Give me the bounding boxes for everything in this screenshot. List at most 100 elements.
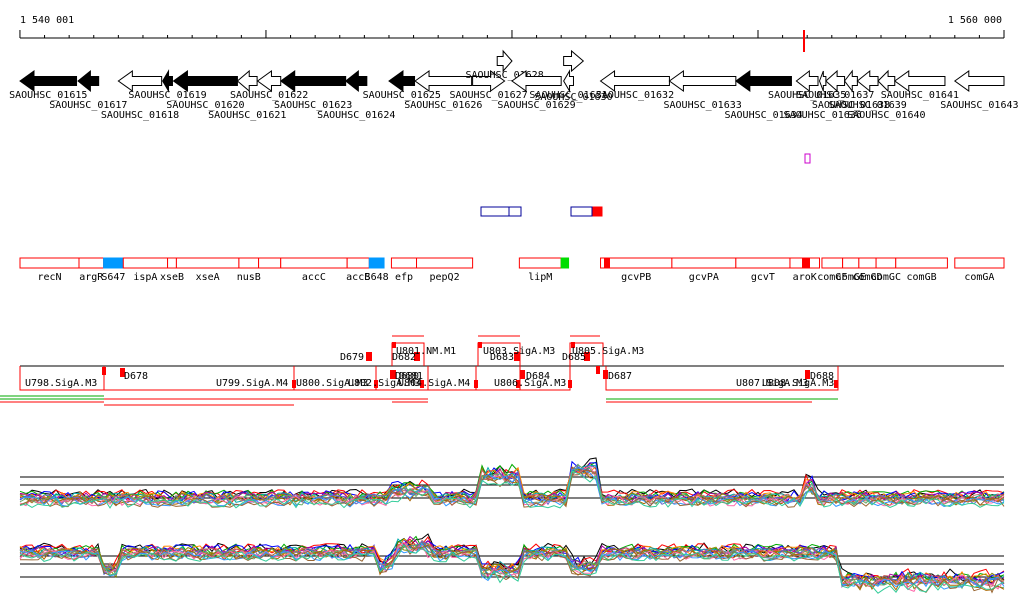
gene-arrow[interactable]	[893, 70, 946, 92]
annotation-box[interactable]	[735, 257, 791, 269]
gene-label: SAOUHSC_01643	[940, 100, 1018, 111]
annotation-label: gcvPB	[621, 272, 651, 283]
annotation-box[interactable]	[600, 257, 673, 269]
gene-arrow[interactable]	[77, 69, 100, 93]
annotation-box[interactable]	[167, 257, 177, 269]
gene-arrow[interactable]	[877, 69, 896, 93]
gene-label: SAOUHSC_01634	[725, 110, 803, 121]
feature-box-filled[interactable]	[592, 206, 603, 217]
annotation-box[interactable]	[416, 257, 474, 269]
expression-trace	[19, 461, 1005, 501]
annotation-label: comGB	[907, 272, 937, 283]
annotation-box[interactable]	[560, 257, 570, 269]
gene-arrow[interactable]	[668, 70, 737, 92]
annotation-box[interactable]	[258, 257, 282, 269]
gene-label: SAOUHSC_01632	[596, 90, 674, 101]
annotation-box[interactable]	[954, 257, 1005, 269]
gene-arrow[interactable]	[256, 70, 282, 92]
gene-arrow[interactable]	[843, 69, 858, 93]
gene-label: SAOUHSC_01624	[317, 110, 395, 121]
annotation-box[interactable]	[842, 257, 860, 269]
ruler-start-label: 1 540 001	[20, 15, 74, 26]
annotation-box[interactable]	[122, 257, 169, 269]
gene-arrow[interactable]	[818, 70, 827, 92]
gene-arrow[interactable]	[172, 70, 238, 92]
magenta-marker	[804, 153, 811, 164]
annotation-label: gcvPA	[689, 272, 719, 283]
annotation-box[interactable]	[103, 257, 124, 269]
annotation-box[interactable]	[390, 257, 418, 269]
tu-labels: U801.NM.M1 U803.SigA.M3 U805.SigA.M3 D679 D6…	[25, 346, 834, 389]
tu-label: D684	[526, 371, 550, 382]
gene-arrow[interactable]	[563, 49, 585, 73]
gene-label: SAOUHSC_01623	[274, 100, 352, 111]
annotation-label: pepQ2	[430, 272, 460, 283]
annotation-box[interactable]	[78, 257, 105, 269]
tu-label: D680	[395, 371, 419, 382]
gene-label: SAOUHSC_01617	[49, 100, 127, 111]
gene-arrow[interactable]	[472, 70, 506, 92]
annotation-box[interactable]	[346, 257, 370, 269]
coordinate-ruler: 1 540 001 1 560 000	[19, 15, 1005, 52]
gene-arrow[interactable]	[511, 70, 562, 92]
gene-label: SAOUHSC_01626	[404, 100, 482, 111]
tu-label: U800.SigA.M3	[296, 378, 368, 389]
annotation-box[interactable]	[19, 257, 80, 269]
tu-label: U808.SigA.M3	[762, 378, 834, 389]
tu-label: D683	[490, 352, 514, 363]
expression-trace	[19, 467, 1005, 503]
gene-arrow[interactable]	[563, 69, 574, 93]
gene-arrow[interactable]	[388, 70, 416, 92]
tu-label: D688	[810, 371, 834, 382]
annotation-box[interactable]	[895, 257, 948, 269]
annotation-label: efp	[395, 272, 413, 283]
tu-up-brackets	[391, 335, 604, 366]
gene-arrow[interactable]	[117, 70, 163, 92]
gene-arrow[interactable]	[162, 69, 173, 93]
expression-trace	[19, 470, 1005, 509]
gene-label: SAOUHSC_01636	[784, 110, 862, 121]
tu-label: U798.SigA.M3	[25, 378, 97, 389]
annotation-label: recN	[37, 272, 61, 283]
gene-arrow[interactable]	[599, 70, 670, 92]
gene-arrow[interactable]	[344, 69, 368, 93]
gene-arrow[interactable]	[856, 69, 879, 93]
annotation-box[interactable]	[238, 257, 260, 269]
tu-label: D685	[562, 352, 586, 363]
annotation-box[interactable]	[280, 257, 348, 269]
gene-arrow[interactable]	[825, 69, 846, 93]
gene-label: SAOUHSC_01633	[663, 100, 741, 111]
annotation-box[interactable]	[875, 257, 897, 269]
gene-arrow[interactable]	[734, 70, 792, 92]
gene-arrow[interactable]	[414, 70, 473, 92]
feature-box[interactable]	[570, 206, 593, 217]
annotation-box[interactable]	[368, 257, 385, 269]
tu-label: U803.SigA.M3	[483, 346, 555, 357]
annotation-marker	[604, 258, 610, 268]
transcription-unit-track[interactable]: U801.NM.M1 U803.SigA.M3 U805.SigA.M3 D679 D6…	[0, 335, 1004, 406]
annotation-box[interactable]	[821, 257, 844, 269]
tu-label: D679	[340, 352, 364, 363]
annotation-box[interactable]	[518, 257, 562, 269]
annotation-label: xseB	[160, 272, 184, 283]
gene-label: SAOUHSC_01635	[768, 90, 846, 101]
annotation-box[interactable]	[858, 257, 877, 269]
gene-arrow[interactable]	[279, 70, 347, 92]
gene-arrow[interactable]	[953, 70, 1005, 92]
annotation-box[interactable]	[175, 257, 240, 269]
gene-label: SAOUHSC_01615	[9, 90, 87, 101]
ruler-end-label: 1 560 000	[948, 15, 1002, 26]
annotation-label: ispA	[133, 272, 157, 283]
tu-label: D678	[124, 371, 148, 382]
feature-box[interactable]	[480, 206, 510, 217]
feature-box[interactable]	[508, 206, 522, 217]
gene-arrow[interactable]	[236, 69, 258, 93]
gene-arrow[interactable]	[496, 49, 513, 73]
annotation-box[interactable]	[671, 257, 737, 269]
gene-arrow[interactable]	[19, 70, 78, 92]
gene-arrow[interactable]	[795, 69, 819, 93]
tu-label: U806.SigA.M3	[494, 378, 566, 389]
gene-track[interactable]: SAOUHSC_01615SAOUHSC_01617SAOUHSC_01618S…	[9, 49, 1019, 121]
